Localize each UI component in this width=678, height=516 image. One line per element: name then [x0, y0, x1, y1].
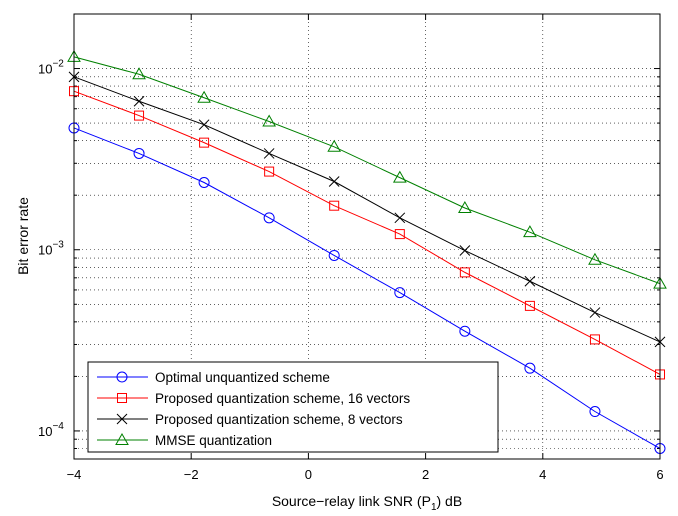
y-tick-labels: 10−4 10−3 10−2 — [38, 59, 64, 439]
x-tick-label: −2 — [184, 467, 199, 482]
legend-label: MMSE quantization — [155, 433, 272, 448]
data-point — [459, 245, 471, 256]
series-1 — [68, 122, 666, 454]
series-layer — [67, 49, 667, 454]
data-point — [198, 177, 210, 189]
legend-label: Optimal unquantized scheme — [155, 370, 330, 385]
y-tick-label: 10−3 — [38, 240, 64, 258]
data-point — [197, 90, 211, 103]
x-tick-label: 0 — [305, 467, 312, 482]
series-2 — [69, 86, 665, 380]
legend-swatch-marker — [117, 393, 127, 403]
data-point — [394, 287, 406, 299]
data-point — [133, 147, 145, 159]
legend-label: Proposed quantization scheme, 16 vectors — [155, 391, 410, 406]
data-point — [394, 212, 406, 224]
y-tick-label: 10−4 — [38, 421, 64, 439]
x-tick-label: 2 — [422, 467, 429, 482]
legend-entry: MMSE quantization — [97, 432, 272, 448]
data-point — [394, 229, 405, 240]
data-point — [524, 300, 535, 311]
data-point — [133, 95, 145, 107]
x-tick-label: 6 — [656, 467, 663, 482]
data-point — [589, 406, 601, 418]
x-tick-labels: −4 −2 0 2 4 6 — [67, 467, 664, 482]
x-tick-label: 4 — [539, 467, 546, 482]
legend-entry: Optimal unquantized scheme — [97, 370, 330, 385]
data-point — [134, 110, 145, 121]
data-point — [589, 307, 601, 318]
data-point — [589, 334, 600, 345]
data-point — [392, 170, 407, 183]
data-point — [329, 200, 340, 211]
data-point — [263, 212, 275, 224]
legend-label: Proposed quantization scheme, 8 vectors — [155, 412, 403, 427]
legend-entry: Proposed quantization scheme, 16 vectors — [97, 391, 410, 406]
legend-swatch-marker — [116, 371, 128, 383]
legend-box — [87, 361, 499, 453]
data-point — [524, 362, 536, 374]
data-point — [263, 148, 275, 159]
data-point — [199, 137, 210, 148]
plot-frame — [73, 13, 661, 460]
series-line — [73, 76, 661, 343]
legend-swatch-marker — [116, 413, 128, 425]
data-point — [264, 166, 275, 177]
data-point — [262, 114, 276, 127]
legend: Optimal unquantized scheme Proposed quant… — [87, 361, 499, 453]
legend-swatch-marker — [115, 432, 129, 445]
y-axis-label: Bit error rate — [15, 197, 31, 275]
data-point — [327, 139, 342, 152]
x-axis-label-subscript: 1 — [431, 502, 437, 513]
data-point — [459, 325, 471, 337]
data-point — [523, 225, 537, 238]
x-axis-label: Source−relay link SNR (P1) dB — [272, 493, 462, 513]
data-point — [524, 275, 536, 287]
series-4 — [67, 49, 667, 289]
data-point — [588, 252, 602, 265]
legend-entry: Proposed quantization scheme, 8 vectors — [97, 412, 403, 427]
data-point — [459, 267, 470, 278]
data-point — [132, 67, 146, 80]
data-point — [328, 249, 340, 261]
series-line — [73, 56, 661, 285]
x-axis-label-suffix: ) dB — [437, 493, 463, 509]
y-tick-label: 10−2 — [38, 59, 64, 77]
data-point — [328, 176, 340, 187]
series-line — [73, 90, 661, 375]
data-point — [198, 119, 210, 131]
series-line — [73, 127, 661, 449]
data-point — [458, 200, 472, 213]
x-tick-label: −4 — [67, 467, 82, 482]
